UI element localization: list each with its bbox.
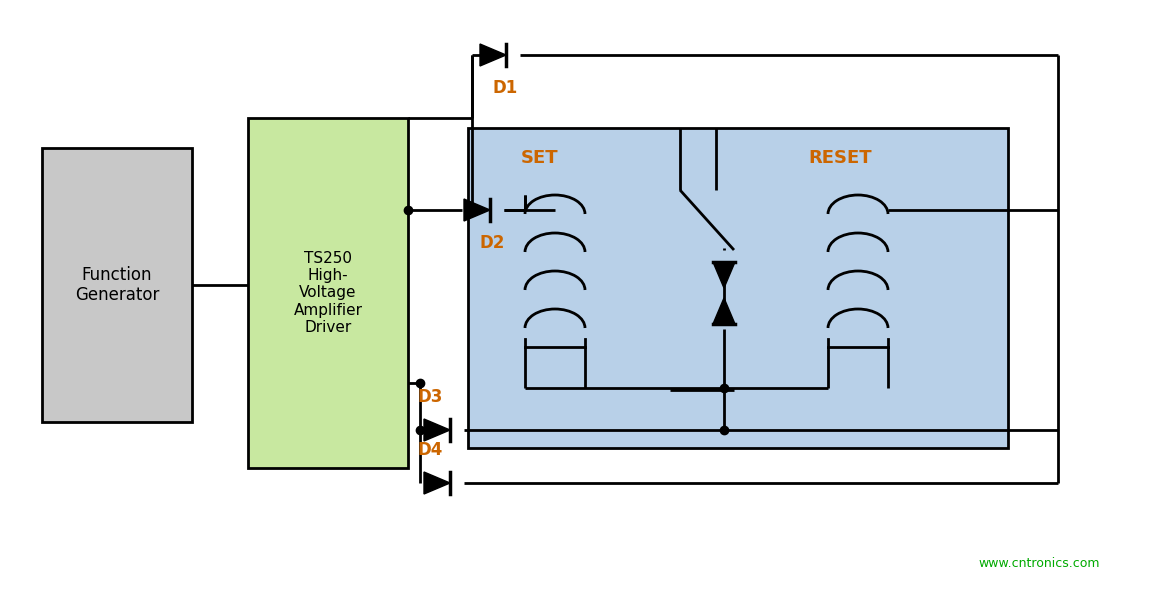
Text: RESET: RESET [808,149,872,167]
Polygon shape [713,262,735,288]
Bar [468,128,1008,448]
Polygon shape [464,199,490,221]
Text: D3: D3 [417,388,443,406]
Text: www.cntronics.com: www.cntronics.com [978,557,1100,570]
Polygon shape [713,298,735,324]
Polygon shape [424,472,450,494]
Text: Function
Generator: Function Generator [75,266,159,305]
Text: D1: D1 [492,79,518,97]
Text: D2: D2 [479,234,505,252]
Text: SET: SET [521,149,559,167]
Polygon shape [424,419,450,441]
Text: TS250
High-
Voltage
Amplifier
Driver: TS250 High- Voltage Amplifier Driver [293,251,362,336]
Text: D4: D4 [417,441,443,459]
Bar [248,118,408,468]
Polygon shape [480,44,506,66]
Bar [42,148,192,422]
